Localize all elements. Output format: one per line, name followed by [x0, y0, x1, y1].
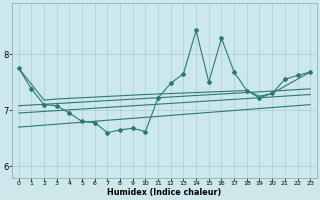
- X-axis label: Humidex (Indice chaleur): Humidex (Indice chaleur): [107, 188, 221, 197]
